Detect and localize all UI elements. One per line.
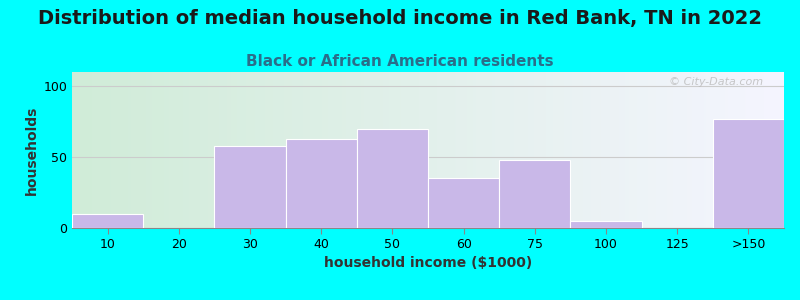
Text: © City-Data.com: © City-Data.com <box>669 77 762 87</box>
Bar <box>286 139 357 228</box>
Bar <box>72 214 143 228</box>
Text: Black or African American residents: Black or African American residents <box>246 54 554 69</box>
X-axis label: household income ($1000): household income ($1000) <box>324 256 532 270</box>
Bar <box>499 160 570 228</box>
Bar <box>214 146 286 228</box>
Bar <box>357 129 428 228</box>
Bar <box>713 119 784 228</box>
Bar <box>570 221 642 228</box>
Text: Distribution of median household income in Red Bank, TN in 2022: Distribution of median household income … <box>38 9 762 28</box>
Bar <box>428 178 499 228</box>
Y-axis label: households: households <box>25 105 39 195</box>
